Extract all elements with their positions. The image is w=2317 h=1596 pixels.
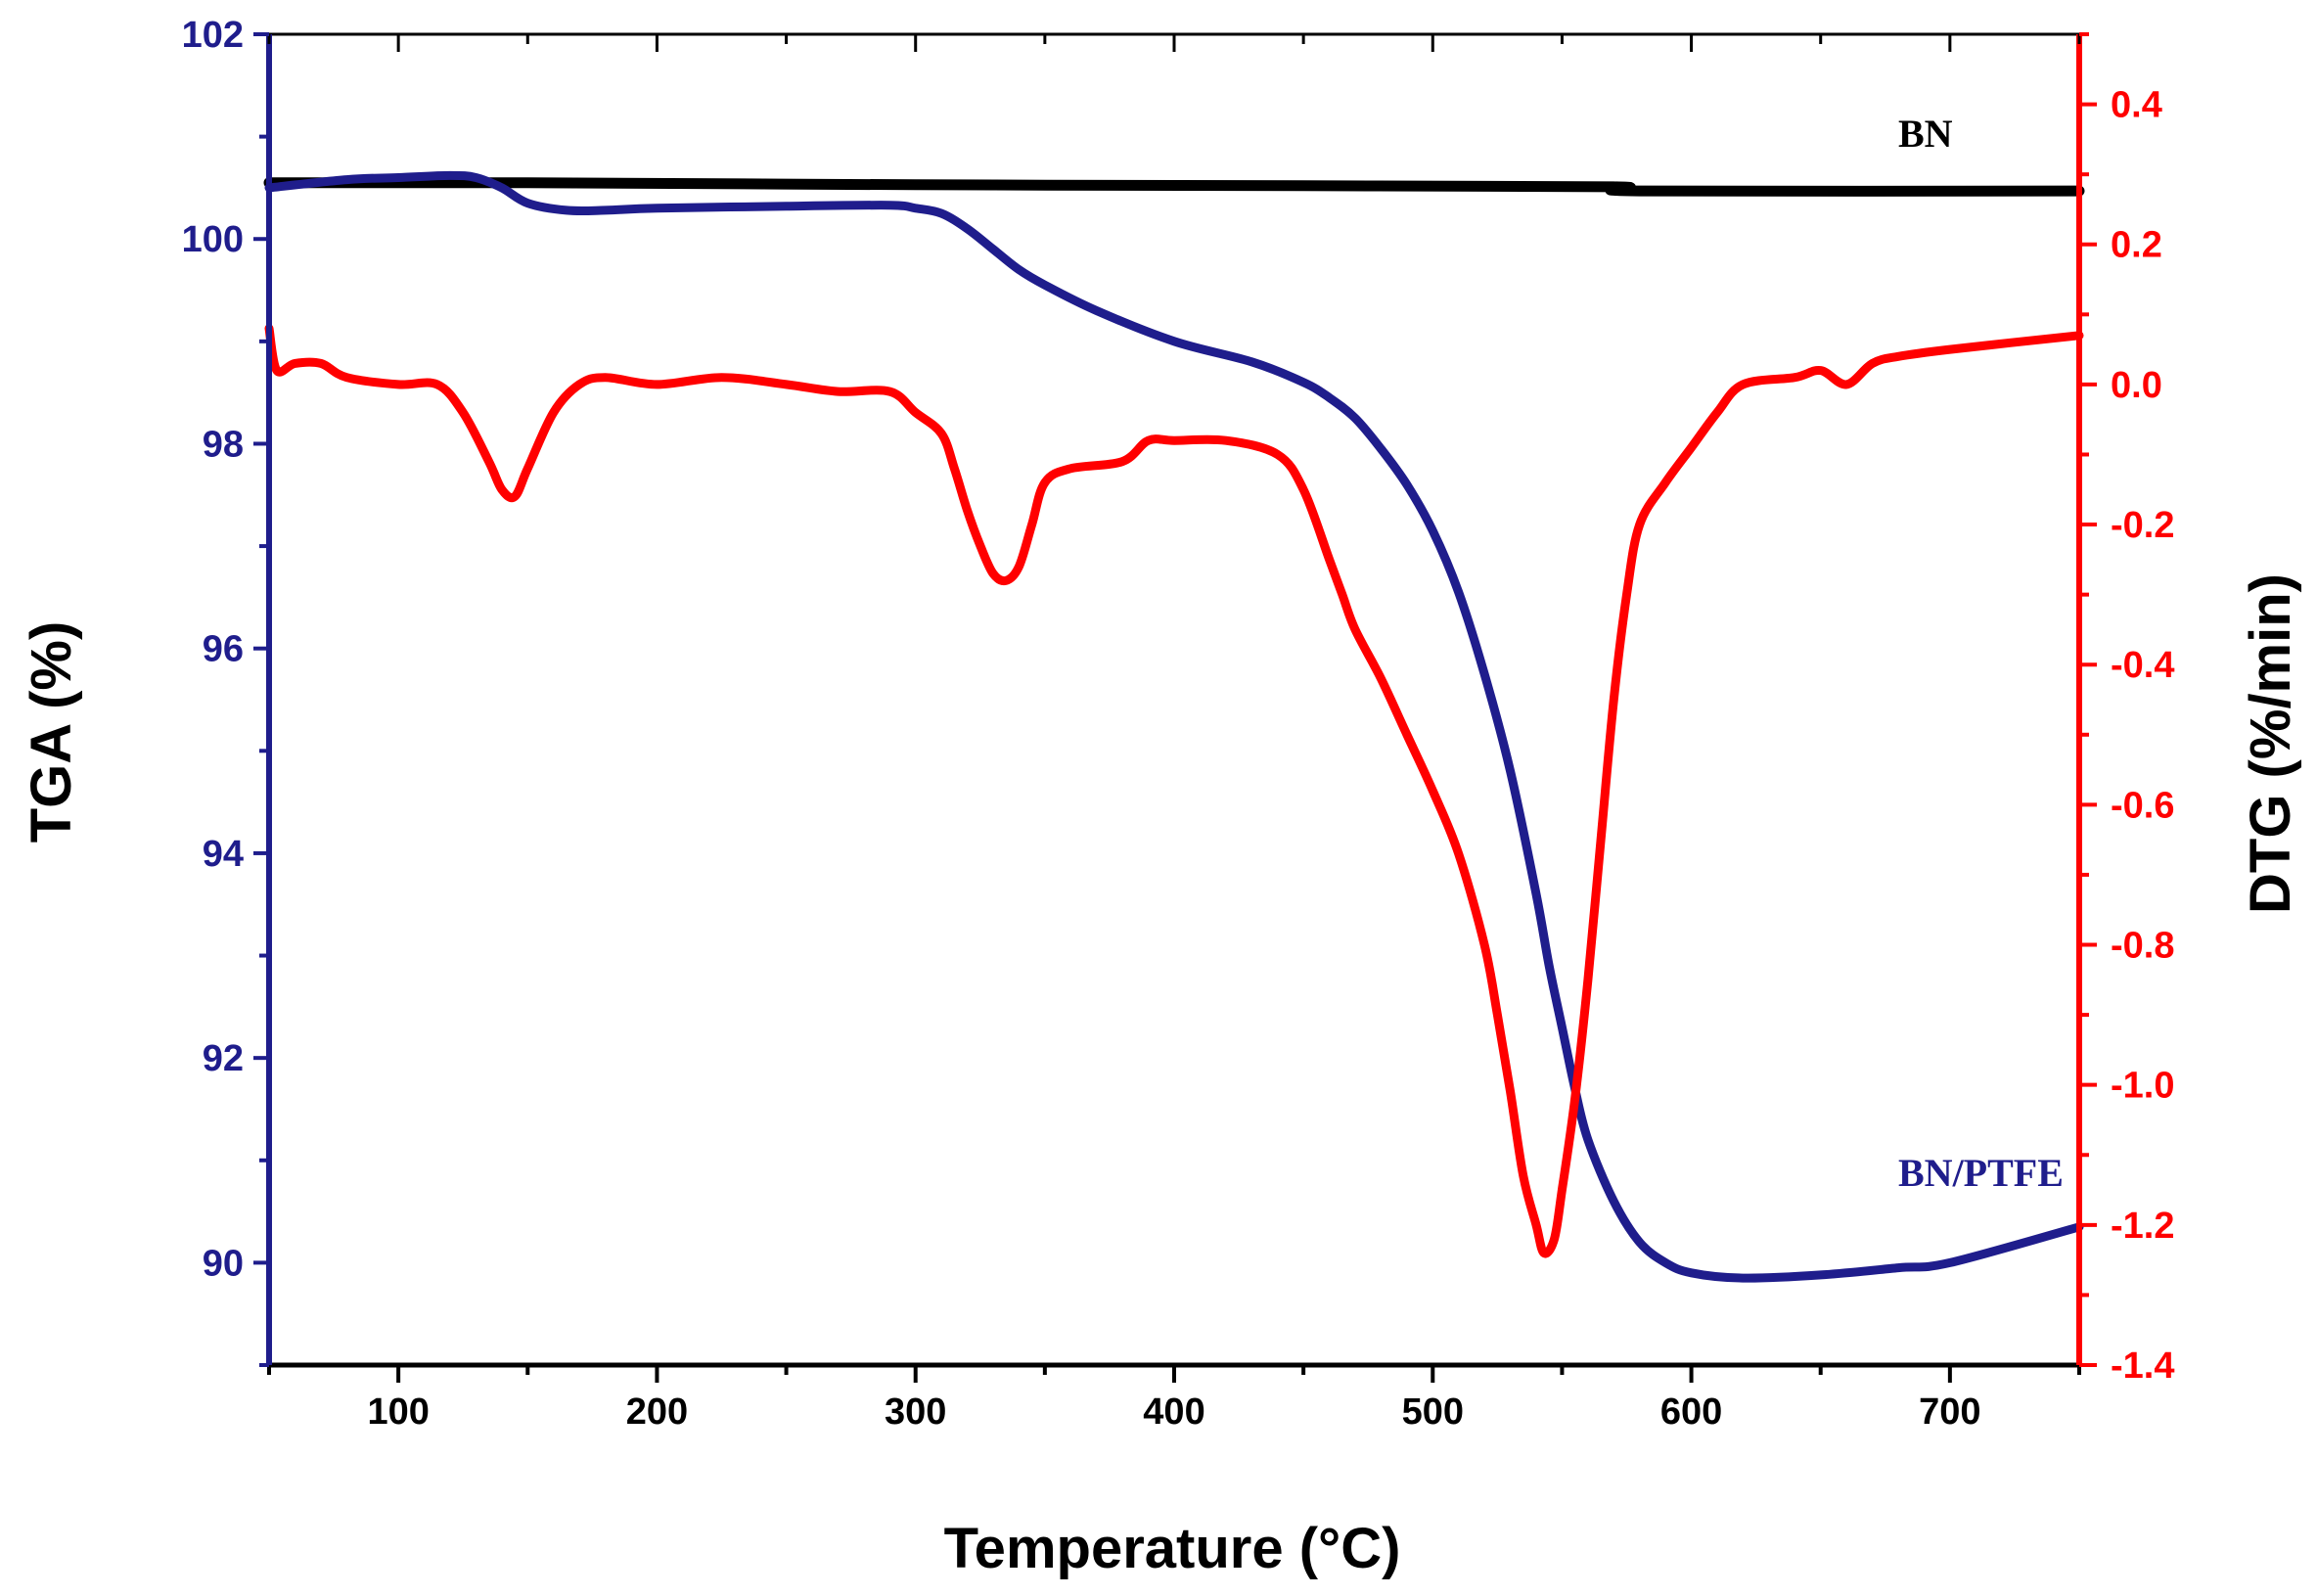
y-right-tick-label: -1.2: [2111, 1206, 2174, 1247]
x-tick-label: 200: [626, 1391, 688, 1433]
x-tick-label: 600: [1660, 1391, 1722, 1433]
x-tick-label: 300: [885, 1391, 946, 1433]
y-right-tick-label: 0.0: [2111, 365, 2162, 406]
y-right-tick-label: 0.2: [2111, 225, 2162, 266]
axis-titles: Temperature (°C) TGA (%) DTG (%/min): [20, 573, 2302, 1580]
y-left-tick-label: 102: [182, 15, 244, 56]
plot-axes: [266, 32, 2082, 1368]
y-left-tick-label: 96: [203, 629, 244, 670]
y-left-tick-label: 98: [203, 424, 244, 465]
x-tick-label: 700: [1919, 1391, 1980, 1433]
y-right-tick-label: -0.2: [2111, 505, 2174, 546]
series-line-bn: [263, 177, 2085, 197]
y-left-tick-label: 92: [203, 1038, 244, 1079]
y-right-tick-label: -1.4: [2111, 1345, 2174, 1387]
y-right-tick-label: 0.4: [2111, 85, 2162, 126]
axis-ticks: [253, 32, 2097, 1383]
y-right-tick-label: -1.0: [2111, 1066, 2174, 1107]
y-right-tick-label: -0.8: [2111, 926, 2174, 967]
tick-labels: 100 200 300 400 500 600 700 90 92 94 96 98 100 102 -1.…: [182, 15, 2175, 1433]
x-tick-label: 500: [1402, 1391, 1464, 1433]
y-left-tick-label: 90: [203, 1243, 244, 1284]
annotation-bn-ptfe: BN/PTFE: [1898, 1151, 2064, 1195]
annotation-bn: BN: [1898, 112, 1953, 156]
plot-curves: [263, 170, 2085, 1283]
y-axis-left-title: TGA (%): [20, 621, 83, 844]
series-line-dtg: [264, 324, 2084, 1258]
annotations: BN BN/PTFE: [1898, 112, 2064, 1195]
y-right-tick-label: -0.4: [2111, 645, 2174, 686]
x-tick-label: 400: [1143, 1391, 1204, 1433]
x-tick-label: 100: [367, 1391, 429, 1433]
series-line-bn-ptfe: [264, 170, 2084, 1283]
y-axis-right-title: DTG (%/min): [2239, 573, 2302, 914]
y-left-tick-label: 100: [182, 219, 244, 260]
y-right-tick-label: -0.6: [2111, 785, 2174, 826]
x-axis-title: Temperature (°C): [944, 1517, 1401, 1580]
y-left-tick-label: 94: [203, 834, 244, 875]
